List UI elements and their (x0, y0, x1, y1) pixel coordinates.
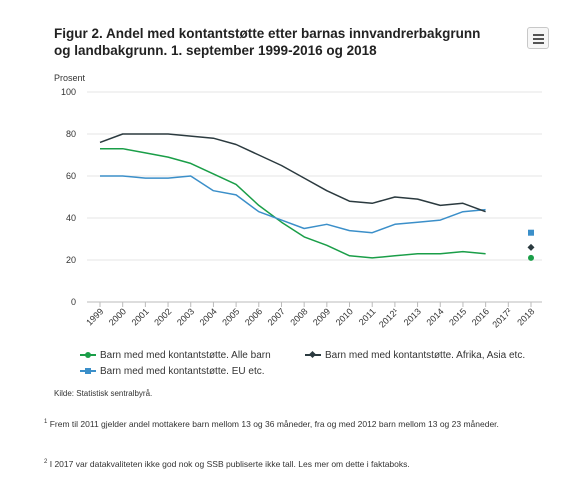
x-tick-label: 2015 (447, 306, 468, 327)
legend-label: Barn med med kontantstøtte. EU etc. (100, 366, 265, 377)
y-axis-label: Prosent (54, 73, 86, 83)
y-tick-label: 80 (66, 129, 76, 139)
footnote-1: 1 Frem til 2011 gjelder andel mottakere … (44, 415, 549, 432)
legend-item-eu[interactable]: Barn med med kontantstøtte. EU etc. (80, 366, 265, 377)
legend-label: Barn med med kontantstøtte. Afrika, Asia… (325, 350, 526, 361)
data-point-2 (527, 243, 535, 251)
y-tick-label: 100 (61, 87, 76, 97)
data-point-1 (528, 229, 534, 236)
y-tick-label: 40 (66, 213, 76, 223)
footnote-mark: 1 (44, 419, 48, 425)
x-tick-label: 2006 (243, 306, 264, 327)
x-tick-label: 2017² (490, 306, 513, 329)
legend-item-alle-barn[interactable]: Barn med med kontantstøtte. Alle barn (80, 350, 271, 361)
footnote-text: I 2017 var datakvaliteten ikke god nok o… (49, 458, 410, 469)
x-tick-label: 2003 (175, 306, 196, 327)
x-tick-label: 2018 (515, 306, 536, 327)
x-tick-label: 2011 (357, 306, 378, 327)
x-tick-label: 2004 (198, 306, 219, 327)
data-point-0 (528, 254, 534, 261)
x-tick-label: 2012¹ (377, 306, 400, 329)
x-tick-label: 2014 (424, 306, 445, 327)
y-tick-label: 60 (66, 171, 76, 181)
footnote-mark: 2 (44, 459, 48, 465)
x-tick-label: 2016 (470, 306, 491, 327)
x-tick-label: 2008 (288, 306, 309, 327)
y-tick-label: 0 (71, 297, 76, 307)
hamburger-menu-icon[interactable] (527, 27, 549, 49)
series-line-2 (99, 133, 486, 213)
footnote-2: 2 I 2017 var datakvaliteten ikke god nok… (44, 455, 549, 472)
x-tick-label: 2002 (152, 306, 173, 327)
series-line-1 (100, 175, 486, 234)
x-tick-label: 2009 (311, 306, 332, 327)
legend-label: Barn med med kontantstøtte. Alle barn (100, 350, 271, 361)
x-tick-label: 2000 (107, 306, 128, 327)
source-text: Kilde: Statistisk sentralbyrå. (54, 389, 153, 398)
x-tick-label: 2005 (220, 306, 241, 327)
legend-item-afrika-asia[interactable]: Barn med med kontantstøtte. Afrika, Asia… (305, 350, 525, 361)
x-tick-label: 2007 (266, 306, 287, 327)
series-line-0 (100, 147, 486, 259)
x-tick-label: 2010 (334, 306, 355, 327)
x-tick-label: 2013 (402, 306, 423, 327)
x-tick-label: 2001 (130, 306, 151, 327)
y-tick-label: 20 (66, 255, 76, 265)
x-tick-label: 1999 (84, 306, 105, 327)
chart-title: Figur 2. Andel med kontantstøtte etter b… (54, 26, 481, 58)
footnote-text: Frem til 2011 gjelder andel mottakere ba… (49, 418, 499, 429)
